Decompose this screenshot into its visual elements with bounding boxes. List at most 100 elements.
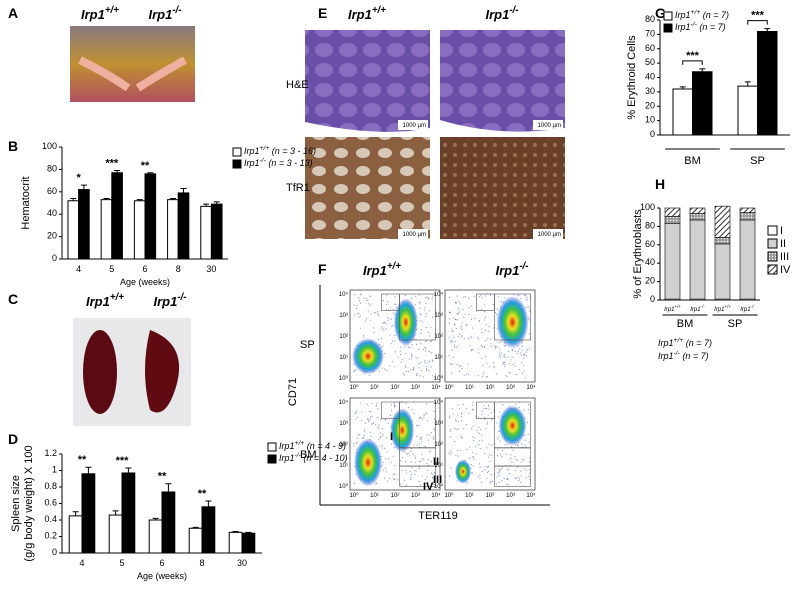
error-bar xyxy=(679,86,686,89)
event-dot xyxy=(518,294,520,296)
error-bar xyxy=(169,198,176,200)
genotype-label: Irp1-/- xyxy=(148,5,181,22)
text-run: 10¹ xyxy=(370,493,379,499)
event-dot xyxy=(418,424,420,426)
x-tick-label: Irp1-/- xyxy=(740,304,755,313)
event-dot xyxy=(372,327,374,329)
event-dot xyxy=(366,297,368,300)
event-dot xyxy=(356,307,358,310)
bar xyxy=(757,31,778,136)
event-dot xyxy=(357,441,359,443)
event-dot xyxy=(499,454,502,456)
event-dot xyxy=(369,295,371,297)
event-dot xyxy=(375,423,377,426)
text-run: 0.8 xyxy=(44,481,57,491)
text-run: Irp1 xyxy=(675,22,691,32)
event-dot xyxy=(472,439,475,441)
event-dot xyxy=(373,331,375,333)
event-dot xyxy=(455,419,457,421)
text-run: 10⁴ xyxy=(526,384,536,391)
event-dot xyxy=(481,357,483,360)
event-dot xyxy=(428,335,430,337)
text-run: 10⁰ xyxy=(444,384,454,391)
event-dot xyxy=(470,335,472,337)
flow-tick: 10³ xyxy=(506,385,515,391)
event-dot xyxy=(381,427,384,430)
event-dot xyxy=(392,324,394,327)
event-dot xyxy=(496,472,498,474)
event-dot xyxy=(420,329,423,331)
text-run: 10¹ xyxy=(465,493,474,499)
event-dot xyxy=(525,476,527,478)
text-run: B xyxy=(8,138,18,154)
event-dot xyxy=(498,472,500,474)
event-dot xyxy=(433,436,435,438)
text-run: (n = 4 - 9) xyxy=(304,441,346,451)
bar xyxy=(133,200,146,260)
event-dot xyxy=(353,304,355,306)
text-run: *** xyxy=(751,10,765,22)
event-dot xyxy=(465,407,468,409)
event-dot xyxy=(454,318,457,321)
event-dot xyxy=(387,422,390,424)
event-dot xyxy=(377,417,379,419)
flow-tick: 10⁰ xyxy=(339,375,349,382)
event-dot xyxy=(524,295,526,297)
event-dot xyxy=(484,295,486,297)
event-dot xyxy=(510,454,512,456)
event-dot xyxy=(462,308,464,311)
event-dot xyxy=(425,313,427,315)
event-dot xyxy=(431,476,433,479)
text-run: 10⁰ xyxy=(339,375,349,382)
event-dot xyxy=(504,364,506,366)
y-axis-label: (g/g body weight) X 100 xyxy=(23,445,35,561)
event-dot xyxy=(477,475,479,477)
event-dot xyxy=(401,457,404,459)
event-dot xyxy=(502,403,504,406)
text-run: 20 xyxy=(47,231,57,241)
event-dot xyxy=(389,414,392,416)
event-dot xyxy=(353,445,355,447)
event-dot xyxy=(416,372,418,375)
event-dot xyxy=(356,410,358,412)
event-dot xyxy=(425,369,428,371)
event-dot xyxy=(381,435,383,437)
event-dot xyxy=(490,419,493,421)
event-dot xyxy=(385,322,387,324)
event-dot xyxy=(425,326,427,329)
event-dot xyxy=(505,374,507,376)
event-dot xyxy=(523,370,525,372)
event-dot xyxy=(396,479,398,481)
event-dot xyxy=(400,346,402,349)
x-tick-label: Irp1+/+ xyxy=(664,304,681,313)
event-dot xyxy=(425,347,427,349)
event-dot xyxy=(468,412,470,415)
event-dot xyxy=(518,368,520,371)
event-dot xyxy=(380,418,382,421)
event-dot xyxy=(405,366,407,368)
event-dot xyxy=(463,296,465,298)
event-dot xyxy=(389,477,391,479)
flow-tick: 10⁰ xyxy=(444,384,454,391)
event-dot xyxy=(521,349,523,351)
event-dot xyxy=(521,362,523,364)
event-dot xyxy=(527,349,529,351)
event-dot xyxy=(455,328,457,330)
event-dot xyxy=(375,483,377,485)
event-dot xyxy=(382,300,384,302)
text-run: D xyxy=(8,431,18,447)
event-dot xyxy=(419,302,421,304)
event-dot xyxy=(405,472,407,474)
event-dot xyxy=(411,467,413,469)
event-dot xyxy=(386,451,388,453)
y-tick-label: 80 xyxy=(47,164,57,174)
y-tick-label: 10 xyxy=(645,115,655,125)
x-axis-label: Age (weeks) xyxy=(137,571,187,581)
significance: ** xyxy=(198,488,207,500)
error-bar xyxy=(70,198,77,201)
event-dot xyxy=(432,438,434,440)
bar-segment xyxy=(714,243,731,300)
event-dot xyxy=(516,295,518,297)
spleen xyxy=(83,330,117,414)
event-dot xyxy=(512,449,514,451)
